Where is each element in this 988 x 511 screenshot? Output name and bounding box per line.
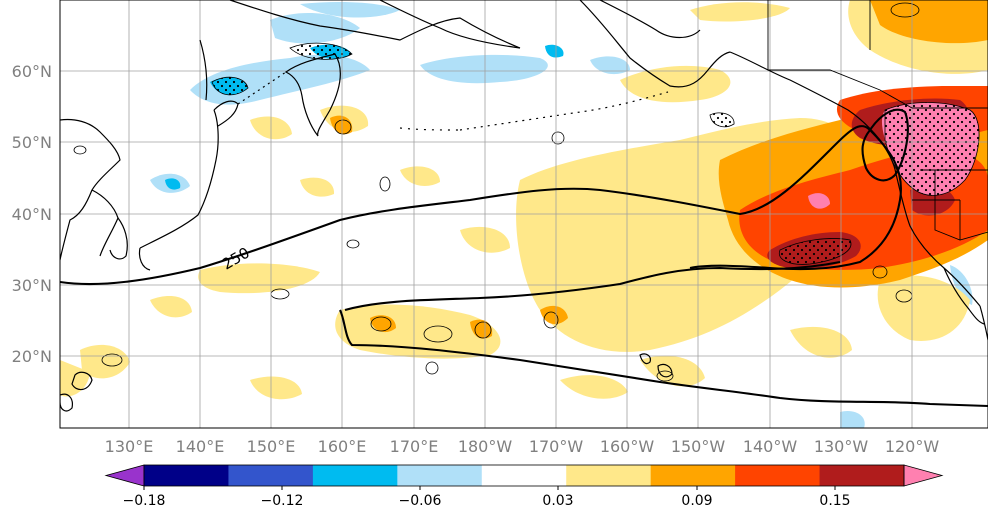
colorbar: −0.18 −0.12 −0.06 0.03 0.09 0.15 [104,464,944,509]
colorbar-swatch [481,465,567,486]
lon-label-130e: 130°E [105,437,154,456]
lat-label-60: 60°N [12,62,52,81]
map-panel: 250 [60,0,988,428]
colorbar-swatches [104,464,944,487]
lon-label-130w: 130°W [814,437,869,456]
contour-250-south-upper [344,260,841,312]
contour-250-south-loop [339,309,988,408]
lat-label-20: 20°N [12,347,52,366]
map-border [59,0,988,429]
colorbar-swatch [650,465,736,486]
lon-label-150w: 150°W [671,437,726,456]
colorbar-swatch [735,465,821,486]
colorbar-label-neg012: −0.12 [261,493,304,509]
colorbar-swatch [397,465,483,486]
negative-anomaly-shading [150,2,973,428]
lon-label-140w: 140°W [743,437,798,456]
lat-label-30: 30°N [12,276,52,295]
coastlines [60,0,988,412]
lon-label-140e: 140°E [176,437,225,456]
contour-250-north [60,125,902,286]
geopotential-contours [60,108,988,408]
colorbar-swatch [228,465,314,486]
lon-label-170e: 170°E [390,437,439,456]
lat-label-50: 50°N [12,133,52,152]
colorbar-swatch [144,465,229,486]
colorbar-label-neg006: −0.06 [399,493,442,509]
longitude-labels: 130°E 140°E 150°E 160°E 170°E 180°W 170°… [105,437,940,456]
latitude-labels: 60°N 50°N 40°N 30°N 20°N [12,62,52,366]
lon-label-120w: 120°W [885,437,940,456]
lon-label-160e: 160°E [318,437,367,456]
lat-label-40: 40°N [12,205,52,224]
colorbar-label-009: 0.09 [681,493,712,509]
colorbar-swatch [312,465,398,486]
colorbar-label-003: 0.03 [542,493,573,509]
colorbar-extend-high [903,464,944,487]
colorbar-label-neg018: −0.18 [123,493,166,509]
colorbar-swatch [819,465,905,486]
lon-label-150e: 150°E [247,437,296,456]
colorbar-extend-low [104,464,145,487]
lon-label-170w: 170°W [529,437,584,456]
colorbar-swatch [566,465,652,486]
colorbar-label-015: 0.15 [819,493,850,509]
lon-label-180w: 180°W [458,437,513,456]
lon-label-160w: 160°W [600,437,655,456]
political-borders [767,0,988,241]
colorbar-outline [143,464,905,487]
colorbar-ticks [143,486,836,490]
